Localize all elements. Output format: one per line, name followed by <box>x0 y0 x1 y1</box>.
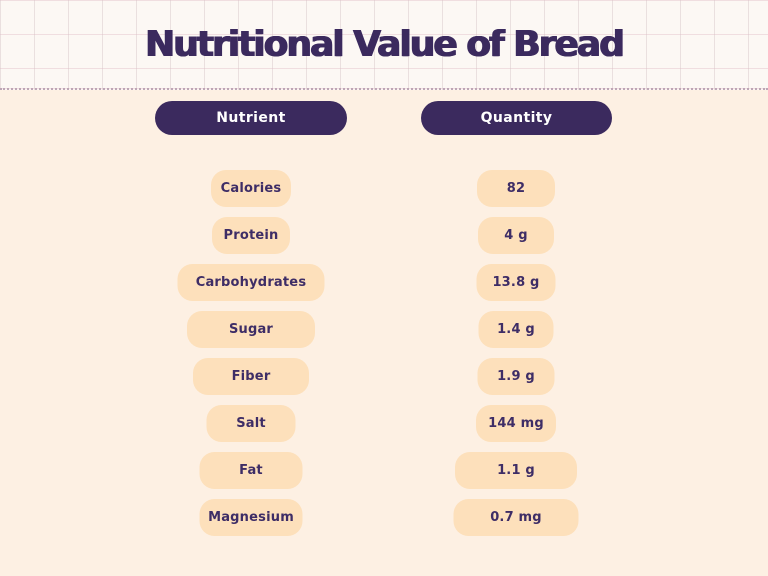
nutrient-cell: Fiber <box>193 358 309 395</box>
quantity-cell: 1.4 g <box>478 311 554 348</box>
table-row: Fat 1.1 g <box>0 447 768 494</box>
nutrient-cell: Magnesium <box>199 499 303 536</box>
quantity-cell: 13.8 g <box>476 264 556 301</box>
table-row: Carbohydrates 13.8 g <box>0 259 768 306</box>
column-header-quantity: Quantity <box>421 101 612 135</box>
quantity-cell: 144 mg <box>476 405 556 442</box>
quantity-cell: 1.1 g <box>455 452 577 489</box>
page-title: Nutritional Value of Bread <box>145 23 625 65</box>
nutrient-cell: Protein <box>212 217 290 254</box>
table-row: Salt 144 mg <box>0 400 768 447</box>
nutrient-cell: Carbohydrates <box>177 264 325 301</box>
table-row: Calories 82 <box>0 165 768 212</box>
table-row: Protein 4 g <box>0 212 768 259</box>
quantity-cell: 4 g <box>478 217 554 254</box>
table-row: Sugar 1.4 g <box>0 306 768 353</box>
nutrient-cell: Sugar <box>187 311 315 348</box>
column-header-nutrient: Nutrient <box>155 101 347 135</box>
nutrient-cell: Salt <box>206 405 296 442</box>
quantity-cell: 0.7 mg <box>453 499 579 536</box>
title-section: Nutritional Value of Bread <box>0 0 768 90</box>
table-row: Fiber 1.9 g <box>0 353 768 400</box>
table-body: Calories 82 Protein 4 g Carbohydrates 13… <box>0 165 768 541</box>
nutrient-cell: Fat <box>199 452 303 489</box>
quantity-cell: 1.9 g <box>477 358 555 395</box>
quantity-cell: 82 <box>477 170 555 207</box>
nutrient-cell: Calories <box>211 170 291 207</box>
table-row: Magnesium 0.7 mg <box>0 494 768 541</box>
